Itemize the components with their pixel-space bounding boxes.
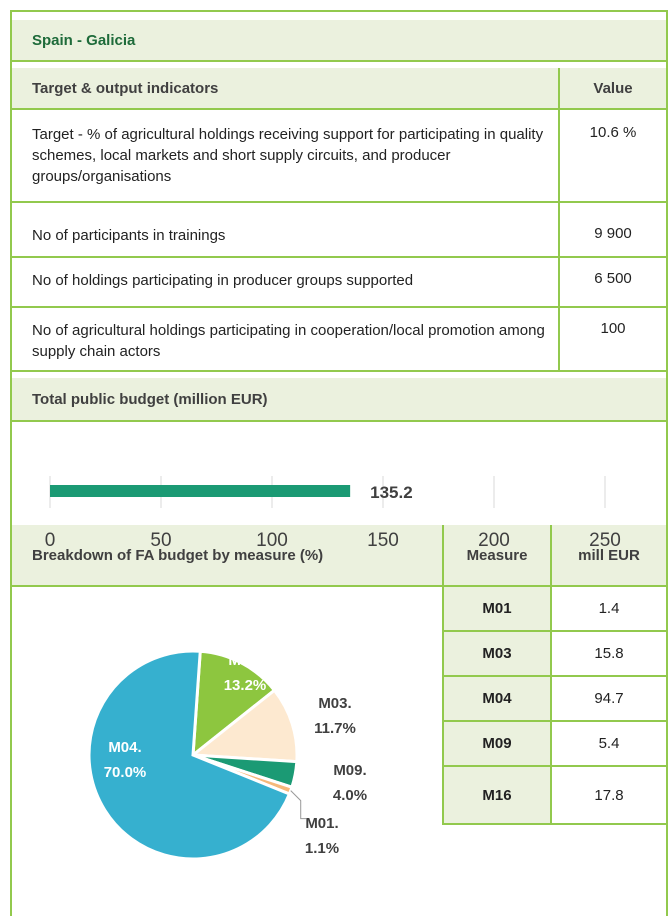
slice-category: M09. [333, 762, 366, 779]
indicator: Target - % of agricultural holdings rece… [32, 126, 544, 185]
page-title: Spain - Galicia [12, 20, 666, 60]
divider [12, 108, 666, 110]
indicator: No of holdings participating in producer… [32, 272, 414, 289]
x-tick-label: 0 [45, 530, 56, 551]
leader-line [290, 790, 307, 820]
x-tick-label: 100 [256, 530, 288, 551]
measure-value: 94.7 [594, 690, 624, 707]
slice-category: M03. [318, 695, 351, 712]
slice-label: 4.0% [333, 787, 367, 804]
divider [12, 585, 666, 587]
slice-category: M04. [108, 739, 141, 756]
divider [442, 720, 668, 722]
measure-value: 5.4 [598, 735, 620, 752]
measure-value: 15.8 [594, 645, 624, 662]
measure: M03 [444, 632, 550, 675]
slice-label: 11.7% [314, 720, 356, 737]
divider [442, 675, 668, 677]
measure: M01 [444, 587, 550, 630]
pie-slice [87, 649, 292, 861]
slice-label: 13.2% [224, 677, 267, 694]
slice-category: M01. [305, 815, 338, 832]
divider [558, 68, 560, 371]
x-tick-label: 50 [150, 530, 171, 551]
slice-label: 1.1% [305, 840, 339, 857]
value-label: 135.2 [370, 483, 413, 502]
indicator: No of agricultural holdings participatin… [32, 322, 545, 360]
measure-value: 1.4 [598, 600, 620, 617]
divider [12, 420, 666, 422]
pie-slice [191, 649, 277, 759]
indicator-value: 6 500 [594, 270, 632, 287]
measure-value: 17.8 [594, 786, 624, 804]
col-header: Value [560, 68, 666, 108]
indicator-value: 100 [600, 320, 626, 337]
measure: M09 [444, 722, 550, 765]
divider [12, 60, 666, 62]
col-header: Measure [444, 525, 550, 585]
x-tick-label: 250 [589, 530, 621, 551]
col-header: mill EUR [552, 525, 666, 585]
bar [50, 485, 351, 497]
divider [12, 370, 666, 372]
divider [442, 823, 668, 825]
x-tick-label: 150 [367, 530, 399, 551]
frame [10, 10, 668, 916]
col-header: Target & output indicators [12, 68, 558, 108]
divider [12, 201, 666, 203]
section-header: Breakdown of FA budget by measure (%) [12, 525, 442, 585]
slice-label: 70.0% [104, 764, 147, 781]
indicator-value: 10.6 % [589, 124, 637, 141]
x-tick-label: 200 [478, 530, 510, 551]
measure: M16 [444, 767, 550, 823]
divider [12, 256, 666, 258]
slice-category: M16. [228, 652, 261, 669]
divider [12, 306, 666, 308]
section-header: Total public budget (million EUR) [12, 378, 666, 420]
indicator-value: 9 900 [594, 225, 632, 242]
divider [442, 630, 668, 632]
divider [442, 765, 668, 767]
indicator: No of participants in trainings [32, 227, 226, 244]
measure: M04 [444, 677, 550, 720]
